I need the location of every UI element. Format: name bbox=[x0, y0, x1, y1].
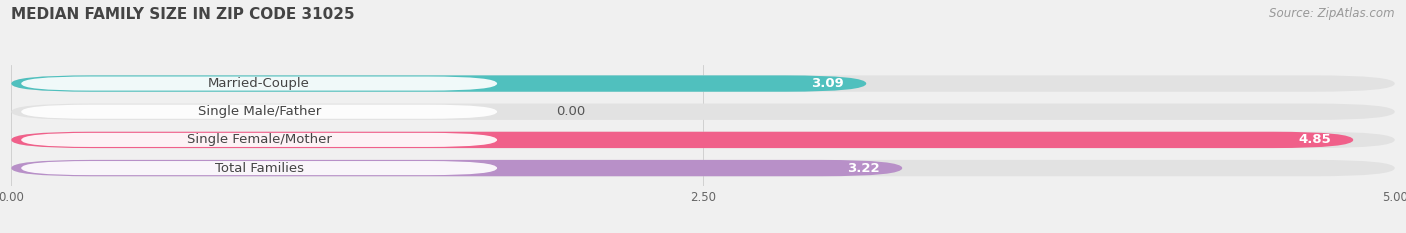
FancyBboxPatch shape bbox=[11, 75, 1395, 92]
Text: 3.22: 3.22 bbox=[848, 161, 880, 175]
FancyBboxPatch shape bbox=[11, 132, 1353, 148]
FancyBboxPatch shape bbox=[11, 132, 1395, 148]
FancyBboxPatch shape bbox=[21, 105, 498, 119]
Text: 0.00: 0.00 bbox=[557, 105, 585, 118]
Text: 3.09: 3.09 bbox=[811, 77, 844, 90]
Text: Single Female/Mother: Single Female/Mother bbox=[187, 134, 332, 146]
Text: Single Male/Father: Single Male/Father bbox=[198, 105, 321, 118]
FancyBboxPatch shape bbox=[21, 161, 498, 175]
FancyBboxPatch shape bbox=[21, 133, 498, 147]
Text: 4.85: 4.85 bbox=[1298, 134, 1331, 146]
Text: Married-Couple: Married-Couple bbox=[208, 77, 311, 90]
FancyBboxPatch shape bbox=[11, 75, 866, 92]
FancyBboxPatch shape bbox=[11, 160, 1395, 176]
FancyBboxPatch shape bbox=[11, 103, 1395, 120]
Text: Total Families: Total Families bbox=[215, 161, 304, 175]
Text: Source: ZipAtlas.com: Source: ZipAtlas.com bbox=[1270, 7, 1395, 20]
FancyBboxPatch shape bbox=[21, 76, 498, 91]
FancyBboxPatch shape bbox=[11, 160, 903, 176]
Text: MEDIAN FAMILY SIZE IN ZIP CODE 31025: MEDIAN FAMILY SIZE IN ZIP CODE 31025 bbox=[11, 7, 354, 22]
